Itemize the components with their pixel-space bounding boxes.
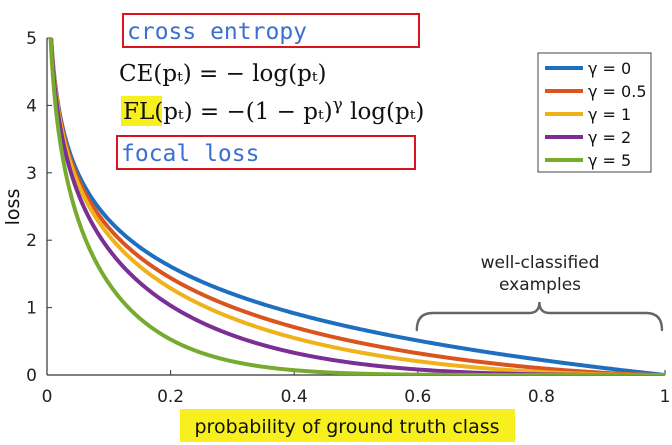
series-line bbox=[49, 38, 665, 375]
focal-loss-box bbox=[116, 135, 416, 170]
x-tick-label: 0 bbox=[42, 387, 53, 407]
x-ticks: 0 0.2 0.4 0.6 0.8 1 bbox=[42, 370, 671, 407]
cross-entropy-label: cross entropy bbox=[127, 19, 307, 45]
brace-label-line1: well-classified bbox=[481, 253, 600, 273]
x-label-highlight bbox=[180, 409, 515, 442]
y-tick-label: 2 bbox=[26, 231, 37, 251]
legend-label: γ = 0 bbox=[588, 59, 631, 78]
fl-formula: FL(pₜ) = −(1 − pₜ)γ log(pₜ) bbox=[123, 95, 424, 125]
x-tick-label: 0.8 bbox=[528, 387, 555, 407]
fl-highlight bbox=[121, 96, 162, 126]
legend-label: γ = 2 bbox=[588, 128, 631, 147]
y-tick-label: 1 bbox=[26, 299, 37, 319]
y-ticks: 0 1 2 3 4 5 bbox=[26, 29, 52, 386]
brace-label-line2: examples bbox=[499, 275, 581, 295]
fl-formula-lhs: FL bbox=[123, 99, 154, 125]
series-line bbox=[49, 38, 665, 375]
series-line bbox=[48, 38, 665, 375]
y-axis-label: loss bbox=[2, 189, 24, 226]
well-classified-brace bbox=[415, 301, 664, 332]
cross-entropy-box bbox=[122, 13, 420, 48]
y-tick-label: 0 bbox=[26, 366, 37, 386]
legend-label: γ = 0.5 bbox=[588, 82, 647, 101]
series-line bbox=[49, 38, 665, 375]
x-tick-label: 0.4 bbox=[281, 387, 308, 407]
fl-formula-rest: (pₜ) = −(1 − pₜ) bbox=[154, 99, 332, 125]
fl-formula-exp: γ bbox=[333, 95, 343, 115]
legend: γ = 0 γ = 0.5 γ = 1 γ = 2 γ = 5 bbox=[537, 52, 652, 173]
x-axis-label: probability of ground truth class bbox=[194, 416, 499, 438]
x-tick-label: 0.2 bbox=[157, 387, 184, 407]
focal-loss-label: focal loss bbox=[121, 141, 259, 167]
y-tick-label: 3 bbox=[26, 164, 37, 184]
legend-label: γ = 1 bbox=[588, 105, 631, 124]
y-tick-label: 4 bbox=[26, 96, 37, 116]
fl-formula-tail: log(pₜ) bbox=[343, 99, 425, 125]
x-tick-label: 1 bbox=[660, 387, 671, 407]
series-lines bbox=[48, 38, 665, 375]
legend-label: γ = 5 bbox=[588, 151, 631, 170]
x-tick-label: 0.6 bbox=[404, 387, 431, 407]
ce-formula: CE(pₜ) = − log(pₜ) bbox=[119, 61, 326, 87]
y-tick-label: 5 bbox=[26, 29, 37, 49]
